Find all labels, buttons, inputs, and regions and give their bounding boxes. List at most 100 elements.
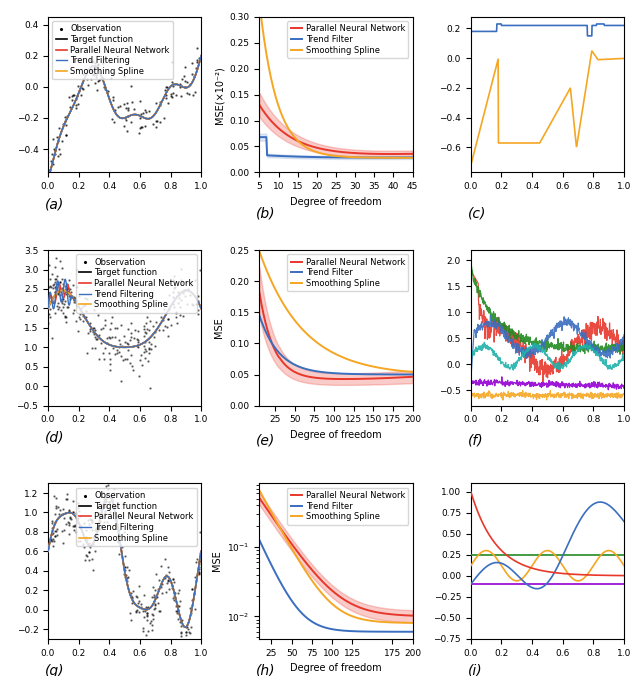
Point	[56, 526, 67, 537]
Point	[132, 340, 142, 351]
Point	[125, 357, 136, 368]
Point	[69, 90, 79, 101]
Point	[73, 502, 83, 513]
Point	[194, 53, 204, 64]
Point	[189, 604, 200, 615]
Legend: Observation, Target function, Parallel Neural Network, Trend Filtering, Smoothin: Observation, Target function, Parallel N…	[76, 254, 197, 312]
Point	[85, 318, 95, 329]
Point	[163, 331, 173, 342]
Point	[49, 490, 60, 501]
Point	[54, 301, 65, 312]
Point	[190, 572, 200, 583]
Point	[82, 348, 92, 359]
Point	[90, 78, 100, 89]
Point	[186, 621, 196, 632]
Point	[64, 529, 74, 539]
Point	[179, 286, 189, 297]
Point	[45, 536, 56, 547]
Point	[60, 312, 70, 323]
Point	[182, 624, 193, 635]
Point	[74, 312, 84, 322]
Point	[99, 343, 109, 354]
Parallel Neural Network	[394, 611, 402, 619]
Point	[123, 338, 133, 349]
Point	[124, 565, 134, 576]
Point	[50, 508, 60, 519]
Point	[136, 598, 146, 609]
Point	[70, 293, 80, 304]
Point	[151, 592, 161, 602]
Point	[90, 61, 100, 72]
Point	[44, 259, 54, 270]
Smoothing Spline	[256, 249, 264, 257]
Point	[44, 308, 54, 319]
Point	[138, 625, 148, 636]
Point	[92, 523, 102, 533]
Point	[55, 256, 65, 266]
Point	[46, 156, 56, 167]
Point	[136, 601, 147, 612]
Point	[89, 305, 99, 316]
Point	[186, 79, 196, 90]
Point	[150, 326, 160, 337]
Point	[125, 335, 135, 345]
Point	[83, 79, 93, 90]
Text: (b): (b)	[257, 207, 276, 220]
Point	[72, 513, 83, 524]
Point	[148, 320, 158, 331]
Point	[63, 516, 74, 527]
Point	[166, 89, 176, 99]
Point	[61, 283, 72, 294]
Point	[118, 71, 129, 82]
Point	[114, 334, 124, 345]
Point	[111, 323, 122, 334]
Point	[50, 145, 60, 155]
Trend Filter	[256, 313, 264, 321]
Text: (a): (a)	[45, 197, 64, 212]
Y-axis label: MSE: MSE	[214, 318, 224, 338]
Point	[90, 530, 100, 541]
Point	[193, 305, 203, 316]
Point	[159, 554, 170, 565]
Point	[97, 462, 108, 473]
Parallel Neural Network	[385, 374, 393, 382]
Point	[87, 516, 97, 527]
Point	[182, 621, 192, 632]
Point	[76, 89, 86, 100]
Point	[81, 74, 92, 84]
Point	[139, 347, 149, 358]
Point	[196, 562, 206, 573]
Point	[145, 383, 155, 393]
Point	[140, 336, 150, 347]
Parallel Neural Network	[255, 494, 263, 502]
Point	[150, 599, 160, 610]
Text: (g): (g)	[45, 664, 65, 676]
Point	[147, 620, 157, 631]
Point	[138, 606, 148, 617]
Point	[56, 305, 66, 316]
Smoothing Spline	[256, 487, 264, 496]
Point	[94, 509, 104, 520]
Point	[140, 120, 150, 131]
Point	[177, 310, 188, 321]
Point	[182, 87, 192, 98]
Point	[58, 293, 68, 304]
Point	[127, 361, 137, 372]
Point	[191, 63, 201, 74]
Point	[84, 546, 94, 557]
Point	[102, 85, 113, 96]
Point	[99, 502, 109, 513]
Point	[194, 568, 204, 579]
Point	[142, 607, 152, 618]
Point	[72, 301, 82, 312]
Point	[148, 614, 158, 625]
Point	[124, 110, 134, 121]
Point	[82, 294, 92, 305]
Point	[56, 136, 67, 147]
Point	[48, 297, 58, 308]
Point	[105, 358, 115, 369]
Point	[141, 608, 152, 619]
Legend: Parallel Neural Network, Trend Filter, Smoothing Spline: Parallel Neural Network, Trend Filter, S…	[287, 21, 408, 58]
Point	[194, 566, 204, 577]
Point	[50, 286, 60, 297]
